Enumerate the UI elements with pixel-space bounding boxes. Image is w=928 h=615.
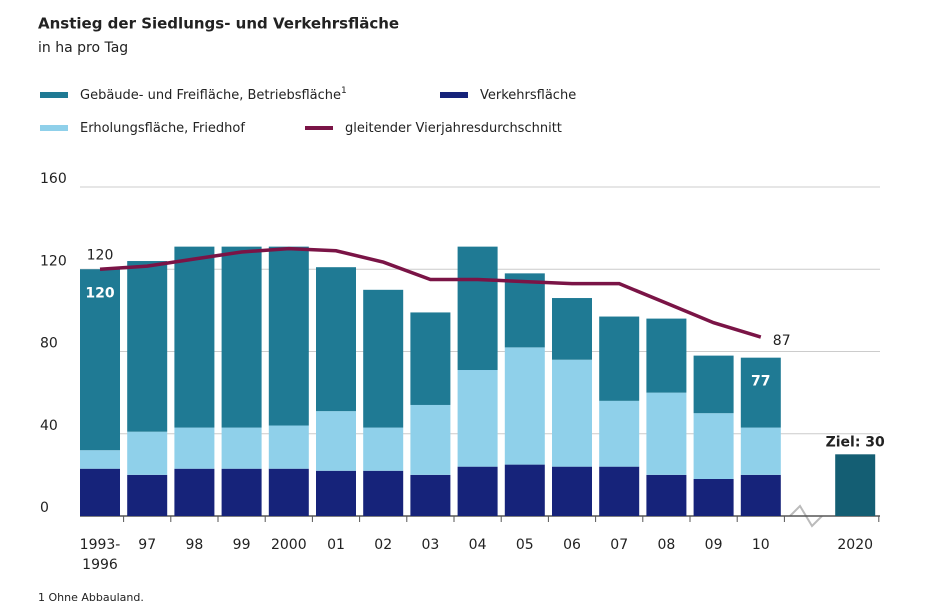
bar-segment — [599, 466, 640, 516]
legend-label: Verkehrsfläche — [480, 88, 576, 103]
bar-segment — [363, 289, 404, 428]
x-tick-label: 08 — [657, 537, 675, 553]
bar-segment — [174, 246, 215, 428]
chart-subtitle: in ha pro Tag — [38, 40, 128, 56]
legend-label: Erholungsfläche, Friedhof — [80, 121, 245, 136]
x-tick-label: 99 — [233, 537, 251, 553]
total-label: 77 — [751, 374, 770, 390]
bar-segment — [80, 450, 120, 469]
total-label: 120 — [85, 285, 114, 301]
bar-segment — [127, 431, 168, 475]
average-line — [99, 246, 762, 339]
bar-segment — [174, 427, 215, 469]
bar-segment — [316, 470, 356, 516]
bar-segment — [599, 400, 640, 467]
bar-segment — [693, 355, 734, 414]
x-tick-label: 06 — [563, 537, 581, 553]
bar-segment — [457, 466, 498, 516]
bar-segment — [363, 427, 404, 471]
legend-text: Gebäude- und Freifläche, Betriebsfläche — [80, 88, 341, 103]
bar-segment — [174, 468, 215, 516]
bar-segment — [316, 411, 356, 471]
bar-segment — [127, 474, 168, 516]
legend-footnote-mark: 1 — [341, 86, 347, 96]
x-tick-label: 03 — [421, 537, 439, 553]
legend-text: Erholungsfläche, Friedhof — [80, 121, 245, 136]
y-tick-label: 160 — [40, 171, 67, 187]
bar-segment — [552, 359, 592, 467]
x-tick-label: 97 — [138, 537, 156, 553]
bar-segment — [646, 318, 687, 393]
x-tick-label: 01 — [327, 537, 345, 553]
bar-segment — [740, 357, 781, 428]
bar-segment — [552, 466, 592, 516]
bar-segment — [221, 427, 262, 469]
bar-segment — [268, 246, 309, 426]
x-tick-label: 09 — [705, 537, 723, 553]
x-tick-label: 10 — [752, 537, 770, 553]
bar-segment — [410, 474, 451, 516]
bar-segment — [693, 478, 734, 516]
bar-segment — [363, 470, 404, 516]
bar-segment — [504, 347, 545, 465]
y-tick-label: 80 — [40, 336, 58, 352]
bar-segment — [504, 273, 545, 348]
bar-segment — [646, 392, 687, 475]
bar-segment — [221, 246, 262, 428]
chart-title: Anstieg der Siedlungs- und Verkehrsfläch… — [38, 15, 399, 33]
bar-segment — [316, 267, 356, 412]
bar-segment — [410, 312, 451, 405]
x-tick-label: 07 — [610, 537, 628, 553]
y-tick-label: 120 — [40, 253, 67, 269]
legend-label: Gebäude- und Freifläche, Betriebsfläche1 — [80, 86, 347, 103]
bar-segment — [268, 468, 309, 516]
bar-segment — [693, 413, 734, 479]
bar-segment — [740, 474, 781, 516]
bar-segment — [80, 269, 120, 451]
y-tick-label: 40 — [40, 418, 58, 434]
target-bar — [835, 454, 876, 516]
bar-segment — [599, 316, 640, 401]
bar-segment — [457, 246, 498, 371]
bar-segment — [268, 425, 309, 469]
bar-segment — [80, 468, 120, 516]
bar-segment — [221, 468, 262, 516]
x-tick-label: 02 — [374, 537, 392, 553]
bar-segment — [127, 261, 168, 432]
bar-segment — [646, 474, 687, 516]
bar-segment — [504, 464, 545, 516]
x-tick-label: 98 — [185, 537, 203, 553]
x-tick-label: 2020 — [837, 537, 873, 553]
x-tick-label: 1993-1996 — [80, 537, 121, 573]
x-tick-label: 2000 — [271, 537, 307, 553]
bar-segment — [740, 427, 781, 475]
bar-segment — [457, 370, 498, 467]
line-label: 120 — [87, 247, 114, 263]
footnote-text: Ohne Abbauland. — [49, 591, 144, 604]
y-tick-label: 0 — [40, 500, 49, 516]
x-tick-label: 04 — [469, 537, 487, 553]
line-label: 87 — [773, 333, 791, 349]
bar-segment — [552, 298, 592, 360]
footnote: 1 Ohne Abbauland. — [38, 591, 144, 604]
bar-segment — [410, 404, 451, 475]
legend-label: gleitender Vierjahresdurchschnitt — [345, 121, 562, 136]
legend-text: gleitender Vierjahresdurchschnitt — [345, 121, 562, 136]
footnote-mark: 1 — [38, 591, 45, 604]
target-label: Ziel: 30 — [826, 434, 885, 450]
x-tick-label: 05 — [516, 537, 534, 553]
legend-text: Verkehrsfläche — [480, 88, 576, 103]
